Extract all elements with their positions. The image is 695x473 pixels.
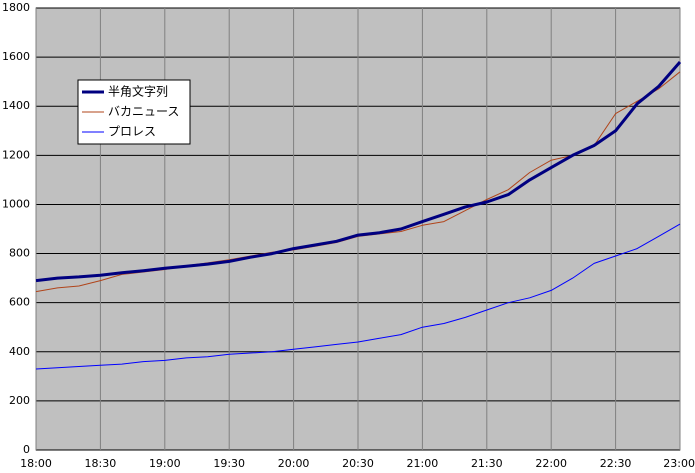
y-tick-label: 600 [9, 296, 30, 309]
legend-label: バカニュース [108, 105, 179, 119]
x-tick-label: 23:00 [663, 457, 695, 470]
x-tick-label: 21:00 [407, 457, 439, 470]
series-line [35, 223, 681, 370]
x-tick-label: 20:00 [278, 457, 310, 470]
y-tick-label: 1000 [2, 197, 30, 210]
x-tick-label: 22:30 [600, 457, 632, 470]
x-tick-label: 20:30 [342, 457, 374, 470]
y-tick-label: 1600 [2, 50, 30, 63]
y-tick-label: 800 [9, 247, 30, 260]
x-tick-label: 21:30 [471, 457, 503, 470]
x-tick-label: 22:00 [535, 457, 567, 470]
y-tick-label: 1800 [2, 1, 30, 14]
y-tick-label: 200 [9, 394, 30, 407]
legend-label: 半角文字列 [108, 84, 168, 99]
x-tick-label: 18:30 [85, 457, 117, 470]
x-tick-label: 18:00 [20, 457, 52, 470]
x-tick-label: 19:30 [213, 457, 245, 470]
series-line [35, 61, 682, 283]
y-tick-label: 1200 [2, 148, 30, 161]
legend-label: プロレス [108, 125, 156, 139]
y-tick-label: 0 [23, 443, 30, 456]
y-tick-label: 400 [9, 345, 30, 358]
x-tick-label: 19:00 [149, 457, 181, 470]
y-tick-label: 1400 [2, 99, 30, 112]
